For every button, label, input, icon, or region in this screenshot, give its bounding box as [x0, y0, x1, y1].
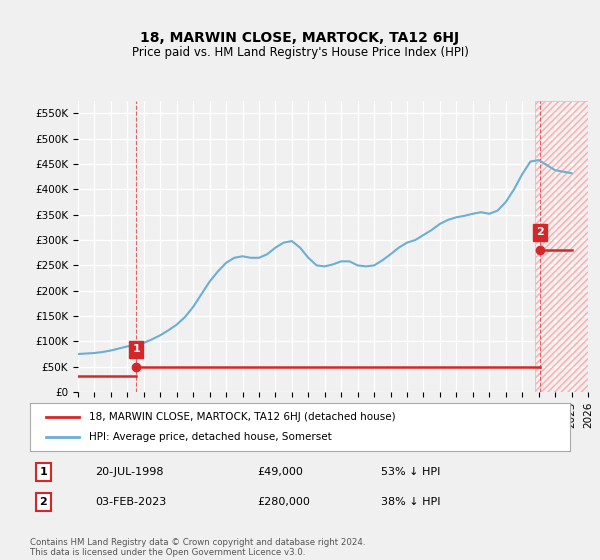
- Text: 20-JUL-1998: 20-JUL-1998: [95, 467, 163, 477]
- Text: 1: 1: [40, 467, 47, 477]
- Text: £280,000: £280,000: [257, 497, 310, 507]
- Text: 18, MARWIN CLOSE, MARTOCK, TA12 6HJ (detached house): 18, MARWIN CLOSE, MARTOCK, TA12 6HJ (det…: [89, 412, 396, 422]
- Text: Price paid vs. HM Land Registry's House Price Index (HPI): Price paid vs. HM Land Registry's House …: [131, 46, 469, 59]
- Text: 03-FEB-2023: 03-FEB-2023: [95, 497, 166, 507]
- Text: £49,000: £49,000: [257, 467, 302, 477]
- Text: 18, MARWIN CLOSE, MARTOCK, TA12 6HJ: 18, MARWIN CLOSE, MARTOCK, TA12 6HJ: [140, 31, 460, 45]
- Text: 2: 2: [40, 497, 47, 507]
- Text: 1: 1: [133, 344, 140, 354]
- Text: HPI: Average price, detached house, Somerset: HPI: Average price, detached house, Some…: [89, 432, 332, 442]
- Text: Contains HM Land Registry data © Crown copyright and database right 2024.
This d: Contains HM Land Registry data © Crown c…: [30, 538, 365, 557]
- Text: 2: 2: [536, 227, 544, 237]
- Text: 53% ↓ HPI: 53% ↓ HPI: [381, 467, 440, 477]
- Text: 38% ↓ HPI: 38% ↓ HPI: [381, 497, 440, 507]
